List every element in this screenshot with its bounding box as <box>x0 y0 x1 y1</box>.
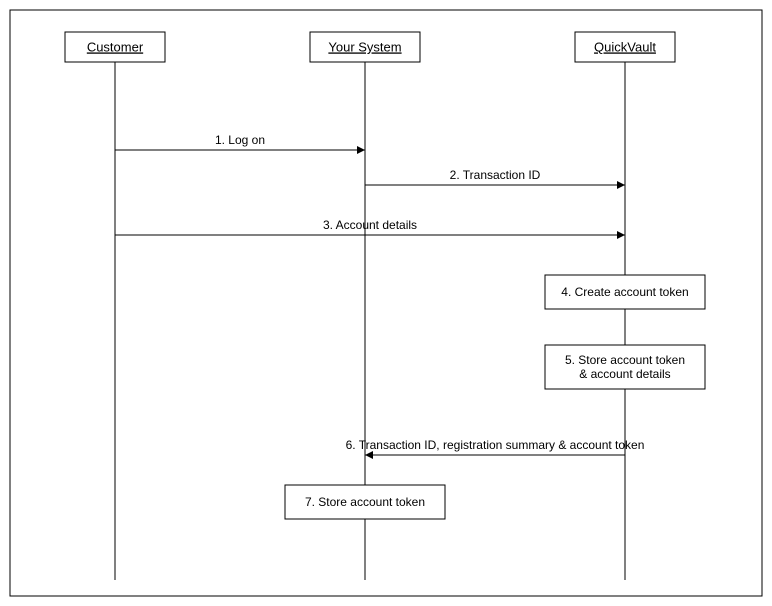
participant-label-yoursystem: Your System <box>328 39 401 54</box>
participant-label-quickvault: QuickVault <box>594 39 656 54</box>
message-label-1: 1. Log on <box>215 133 265 147</box>
note-label-3-line-1: 7. Store account token <box>305 495 425 509</box>
message-label-3: 3. Account details <box>323 218 417 232</box>
note-label-2-line-1: 5. Store account token <box>565 353 685 367</box>
message-label-4: 6. Transaction ID, registration summary … <box>346 438 645 452</box>
participant-label-customer: Customer <box>87 39 144 54</box>
message-label-2: 2. Transaction ID <box>450 168 541 182</box>
note-label-2-line-2: & account details <box>579 367 670 381</box>
note-label-1-line-1: 4. Create account token <box>561 285 688 299</box>
